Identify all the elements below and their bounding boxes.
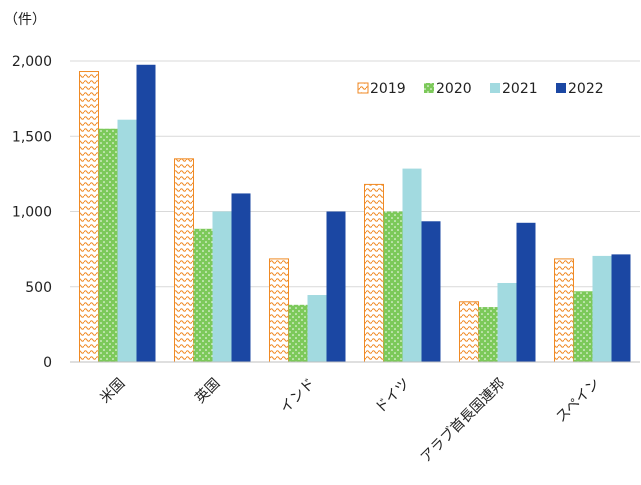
bar-2019-5 (554, 258, 574, 363)
bar-2022-5 (611, 254, 631, 362)
legend-label: 2021 (502, 81, 538, 97)
x-tick-label: 英国 (192, 375, 224, 407)
x-tick-label: 米国 (97, 376, 128, 407)
bar-2022-1 (231, 193, 251, 362)
bar-2020-4 (478, 307, 498, 362)
bar-2022-2 (326, 211, 346, 362)
legend-label: 2019 (370, 81, 406, 97)
bar-2020-5 (573, 291, 593, 362)
bar-2021-1 (212, 211, 232, 362)
bar-2020-1 (193, 228, 213, 362)
legend-label: 2020 (436, 81, 472, 97)
bar-2021-4 (497, 282, 517, 362)
y-tick-label: 1,500 (12, 129, 52, 145)
bar-2021-5 (592, 255, 612, 362)
bar-2019-4 (459, 301, 479, 363)
bar-2022-3 (421, 221, 441, 362)
y-axis-unit-label: （件） (4, 12, 46, 28)
bar-2020-2 (288, 304, 308, 362)
bar-2020-3 (383, 211, 403, 362)
bar-2019-3 (364, 183, 384, 363)
x-tick-label: インド (277, 376, 318, 417)
y-tick-label: 2,000 (12, 54, 52, 70)
bar-2021-0 (117, 119, 137, 362)
x-tick-label: スペイン (553, 376, 603, 426)
x-tick-label: ドイツ (372, 376, 413, 417)
legend-swatch (556, 83, 566, 93)
legend-swatch (357, 82, 369, 94)
bar-2022-4 (516, 222, 536, 362)
legend-swatch (490, 83, 500, 93)
bar-2022-0 (136, 64, 156, 362)
y-tick-label: 0 (43, 355, 52, 371)
y-tick-label: 500 (25, 280, 52, 296)
bar-2021-2 (307, 295, 327, 362)
x-tick-label: アラブ首長国連邦 (417, 375, 508, 466)
bar-2019-1 (174, 158, 194, 363)
y-tick-label: 1,000 (12, 205, 52, 221)
legend-swatch (424, 83, 434, 93)
bar-2019-0 (79, 71, 99, 363)
legend-label: 2022 (568, 81, 604, 97)
bar-2019-2 (269, 258, 289, 363)
bar-2020-0 (98, 128, 118, 362)
bar-2021-3 (402, 168, 422, 362)
